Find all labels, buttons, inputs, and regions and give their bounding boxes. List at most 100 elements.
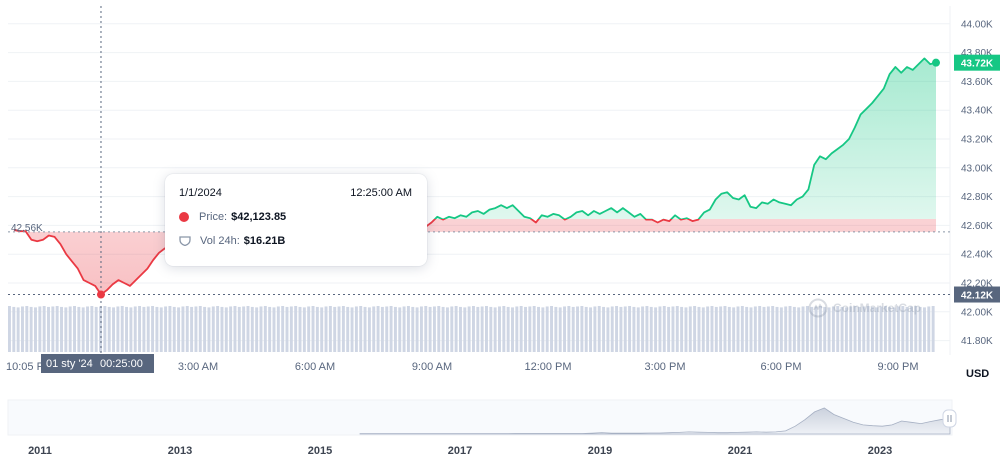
price-line-up <box>433 57 937 219</box>
volume-bar <box>688 306 692 352</box>
volume-bar <box>896 306 900 352</box>
volume-bar <box>211 306 215 352</box>
volume-bar <box>294 306 298 352</box>
volume-bar <box>636 307 640 352</box>
volume-bar <box>641 306 645 352</box>
price-area-down <box>14 219 936 295</box>
tooltip-price-label: Price: <box>199 211 228 223</box>
volume-bar <box>350 307 354 352</box>
volume-bar <box>367 307 371 352</box>
tooltip-volume-row: Vol 24h: $16.21B <box>179 235 285 247</box>
volume-bar <box>463 307 467 352</box>
volume-bar <box>870 306 874 352</box>
volume-bars <box>8 306 935 352</box>
volume-bar <box>393 306 397 352</box>
volume-bar <box>532 306 536 352</box>
volume-bar <box>905 306 909 352</box>
crosshair-price-badge: 42.12K <box>961 291 994 302</box>
volume-bar <box>589 307 593 352</box>
volume-bar <box>883 306 887 352</box>
volume-bar <box>710 306 714 352</box>
tooltip-volume-value: $16.21B <box>243 235 286 247</box>
volume-bar <box>844 307 848 352</box>
volume-bar <box>563 306 567 352</box>
y-tick-label: 43.80K <box>961 48 993 59</box>
volume-bar <box>519 306 523 352</box>
volume-bar <box>580 306 584 352</box>
volume-bar <box>649 306 653 352</box>
volume-bar <box>918 306 922 352</box>
navigator-year-label: 2019 <box>588 445 612 457</box>
volume-bar <box>129 307 133 352</box>
volume-bar <box>220 306 224 352</box>
volume-bar <box>654 307 658 352</box>
volume-bar <box>545 306 549 352</box>
volume-bar <box>60 306 63 352</box>
volume-bar <box>441 306 445 352</box>
volume-bar <box>749 307 753 352</box>
coinmarketcap-logo-icon <box>808 298 828 318</box>
x-tick-label-partial: 10:05 P <box>6 361 44 373</box>
x-tick-label: 9:00 AM <box>412 361 452 373</box>
volume-shield-icon <box>179 236 191 246</box>
volume-bar <box>597 306 601 352</box>
y-tick-label: 43.20K <box>961 135 993 146</box>
volume-bar <box>216 306 220 352</box>
volume-bar <box>198 306 202 352</box>
range-navigator[interactable]: 2011 2013 2015 2017 2019 2021 2023 <box>7 399 957 457</box>
volume-bar <box>766 306 770 352</box>
navigator-handle[interactable] <box>942 409 957 428</box>
tooltip-time: 12:25:00 AM <box>350 187 412 199</box>
volume-bar <box>38 306 42 352</box>
volume-bar <box>307 306 311 352</box>
volume-bar <box>576 306 580 352</box>
y-tick-label: 43.40K <box>961 106 993 117</box>
y-tick-label: 43.60K <box>961 77 993 88</box>
volume-bar <box>723 306 727 352</box>
volume-bar <box>337 306 341 352</box>
price-tooltip: 1/1/2024 12:25:00 AM Price: $42,123.85 V… <box>165 174 427 266</box>
volume-bar <box>792 306 796 352</box>
volume-bar <box>346 306 350 352</box>
navigator-year-label: 2021 <box>728 445 752 457</box>
volume-bar <box>875 307 879 352</box>
volume-bar <box>151 306 155 352</box>
crosshair-time: 00:25:00 <box>100 358 143 370</box>
volume-bar <box>727 306 731 352</box>
volume-bar <box>524 306 527 352</box>
volume-bar <box>94 306 98 352</box>
tooltip-date: 1/1/2024 <box>179 187 222 199</box>
volume-bar <box>233 306 237 352</box>
crosshair-point <box>96 290 105 299</box>
volume-bar <box>172 306 176 352</box>
volume-bar <box>632 306 636 352</box>
volume-bar <box>658 306 662 352</box>
volume-bar <box>818 306 822 352</box>
volume-bar <box>810 306 814 352</box>
tooltip-price-value: $42,123.85 <box>231 211 287 223</box>
price-area-up <box>435 58 936 219</box>
volume-bar <box>138 306 142 352</box>
y-tick-label: 44.00K <box>961 19 993 30</box>
volume-bar <box>168 306 172 352</box>
volume-bar <box>706 306 710 352</box>
volume-bar <box>480 306 484 352</box>
volume-bar <box>740 306 744 352</box>
volume-bar <box>289 306 293 352</box>
volume-bar <box>515 306 519 352</box>
volume-bar <box>550 306 553 352</box>
volume-bar <box>840 306 844 352</box>
volume-bar <box>615 306 619 352</box>
volume-bar <box>263 306 267 352</box>
volume-bar <box>142 306 146 352</box>
volume-bar <box>181 306 185 352</box>
volume-bar <box>203 306 207 352</box>
volume-bar <box>619 306 623 352</box>
volume-bar <box>467 306 471 352</box>
volume-bar <box>736 306 740 352</box>
volume-bar <box>419 306 423 352</box>
volume-bar <box>628 306 632 352</box>
volume-bar <box>827 307 831 352</box>
current-price-badge: 43.72K <box>961 59 994 70</box>
